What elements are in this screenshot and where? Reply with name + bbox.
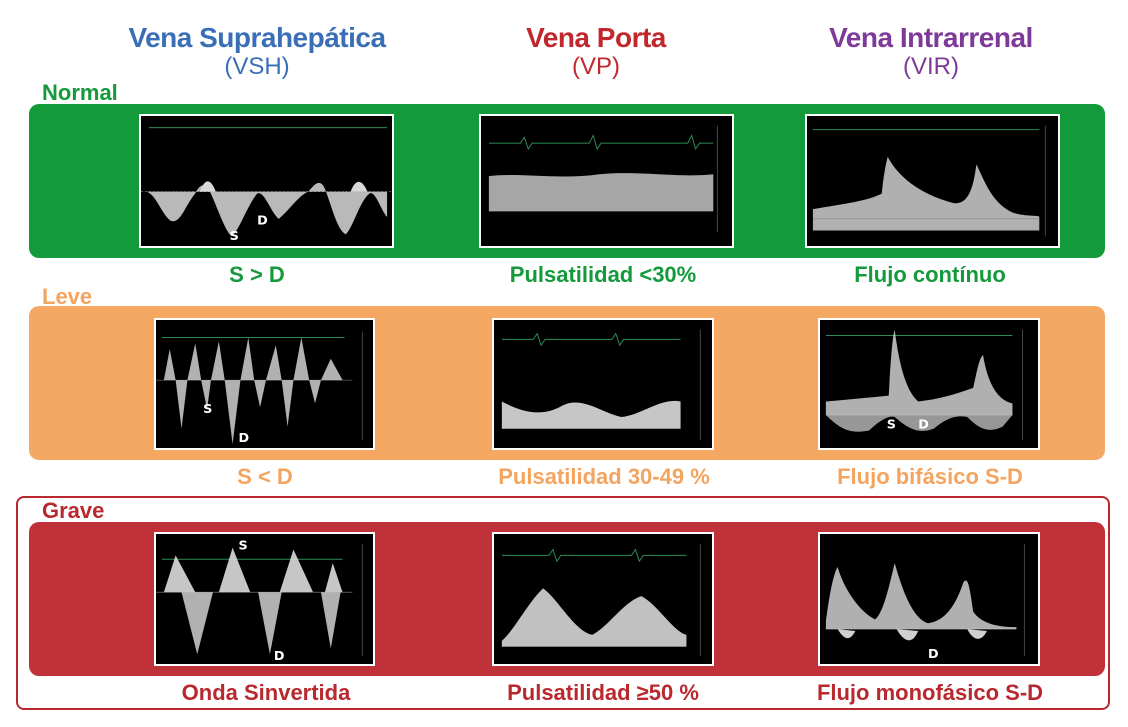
marker-d: D xyxy=(257,213,268,228)
grave-frame xyxy=(16,496,1110,710)
doppler-vp-normal xyxy=(479,114,734,248)
column-title-vsh: Vena Suprahepática xyxy=(128,22,386,53)
marker-d: D xyxy=(238,430,249,445)
row-label-grave: Grave xyxy=(42,498,105,523)
marker-d: D xyxy=(918,417,929,432)
caption-grave-vsh: Onda Sinvertida xyxy=(181,680,351,705)
marker-s: S xyxy=(203,401,212,416)
header-vir: Vena Intrarrenal (VIR) xyxy=(781,22,1081,80)
row-label-normal: Normal xyxy=(42,80,118,105)
doppler-vir-grave: D xyxy=(818,532,1040,666)
doppler-vp-grave xyxy=(492,532,714,666)
marker-s: S xyxy=(887,417,896,432)
column-title-vp: Vena Porta xyxy=(526,22,666,53)
marker-s: S xyxy=(230,228,239,243)
column-abbr-vir: (VIR) xyxy=(903,53,959,80)
doppler-vsh-leve: S D xyxy=(154,318,375,450)
column-abbr-vp: (VP) xyxy=(572,53,620,80)
header-vp: Vena Porta (VP) xyxy=(446,22,746,80)
column-title-vir: Vena Intrarrenal xyxy=(829,22,1033,53)
doppler-vsh-grave: S D xyxy=(154,532,375,666)
caption-grave-vp: Pulsatilidad ≥50 % xyxy=(507,680,699,705)
doppler-vir-leve: S D xyxy=(818,318,1040,450)
caption-normal-vir: Flujo contínuo xyxy=(854,262,1006,287)
header-vsh: Vena Suprahepática (VSH) xyxy=(107,22,407,80)
caption-normal-vp: Pulsatilidad <30% xyxy=(509,262,697,287)
caption-grave-vir: Flujo monofásico S-D xyxy=(816,680,1044,705)
column-abbr-vsh: (VSH) xyxy=(224,53,290,80)
caption-leve-vp: Pulsatilidad 30-49 % xyxy=(498,464,710,489)
doppler-vir-normal xyxy=(805,114,1060,248)
marker-d: D xyxy=(928,646,939,661)
row-label-leve: Leve xyxy=(42,284,93,309)
doppler-vp-leve xyxy=(492,318,714,450)
marker-d: D xyxy=(274,648,285,663)
caption-leve-vir: Flujo bifásico S-D xyxy=(837,464,1023,489)
caption-leve-vsh: S < D xyxy=(237,464,293,489)
marker-s: S xyxy=(238,538,247,553)
caption-normal-vsh: S > D xyxy=(229,262,285,287)
doppler-vsh-normal: D S xyxy=(139,114,394,248)
